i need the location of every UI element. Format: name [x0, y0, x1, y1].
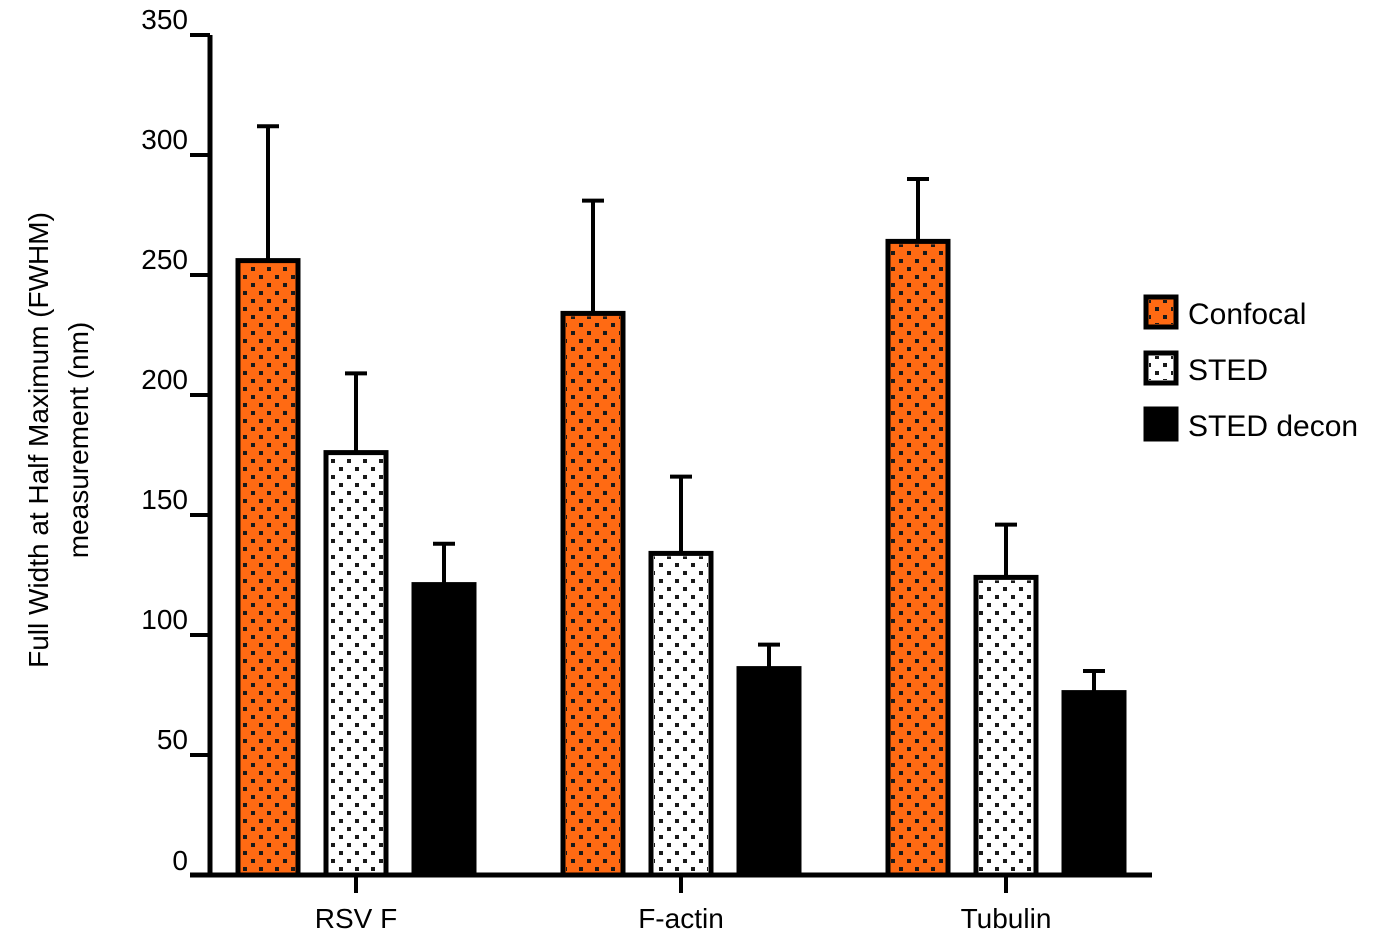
y-axis: 0 50 100 150 200 250 300 350 — [141, 4, 213, 877]
legend-label-sted: STED — [1188, 354, 1268, 387]
bar-pattern-tubulin-sted — [979, 580, 1033, 872]
legend-label-sted-decon: STED decon — [1188, 410, 1358, 443]
y-tick-label: 50 — [157, 724, 188, 755]
y-tick-label: 300 — [141, 124, 188, 155]
plot-area — [235, 124, 1127, 878]
y-tick-label: 250 — [141, 244, 188, 275]
y-axis-label-line-1: Full Width at Half Maximum (FWHM) — [23, 212, 54, 668]
x-tick-label: RSV F — [315, 903, 397, 934]
x-tick-label: Tubulin — [961, 903, 1052, 934]
legend-swatch-pattern-sted — [1149, 356, 1173, 380]
bar-tubulin-sted-decon — [1061, 690, 1127, 878]
y-tick-label: 100 — [141, 604, 188, 635]
bar-pattern-tubulin-confocal — [891, 244, 945, 872]
y-axis-label: Full Width at Half Maximum (FWHM) measur… — [23, 212, 94, 668]
legend-swatch-pattern-confocal — [1149, 300, 1173, 324]
bar-pattern-rsv-f-confocal — [241, 263, 295, 873]
x-tick-label: F-actin — [638, 903, 724, 934]
y-tick-label: 150 — [141, 484, 188, 515]
bar-pattern-rsv-f-sted — [329, 455, 383, 872]
y-tick-label: 200 — [141, 364, 188, 395]
y-tick-label: 350 — [141, 4, 188, 35]
legend: Confocal STED STED decon — [1143, 294, 1358, 443]
bar-f-actin-sted-decon — [736, 666, 802, 878]
legend-label-confocal: Confocal — [1188, 298, 1306, 331]
legend-swatch-sted-decon — [1143, 406, 1179, 442]
bar-pattern-f-actin-confocal — [566, 316, 620, 872]
y-axis-label-line-2: measurement (nm) — [63, 322, 94, 559]
y-tick-label: 0 — [172, 845, 188, 876]
bar-pattern-f-actin-sted — [654, 556, 708, 872]
x-axis: RSV F F-actin Tubulin — [190, 872, 1152, 934]
bar-rsv-f-sted-decon — [411, 582, 477, 878]
